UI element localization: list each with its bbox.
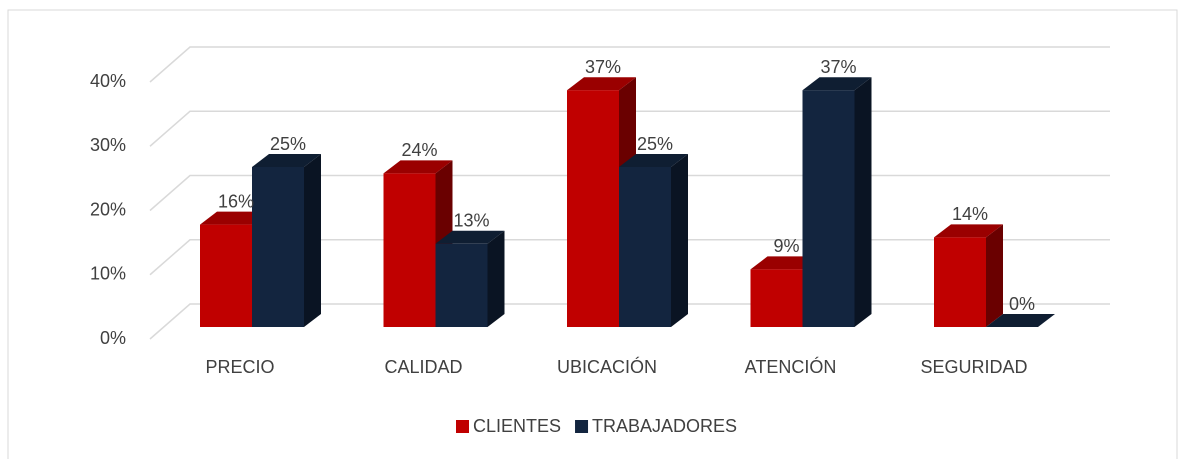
value-label: 0% xyxy=(1009,294,1035,314)
bar-top xyxy=(934,224,1003,238)
y-tick-label: 0% xyxy=(100,328,126,348)
x-tick-label: PRECIO xyxy=(205,357,274,377)
bar-top xyxy=(750,256,820,270)
bar xyxy=(383,173,436,327)
x-tick-label: SEGURIDAD xyxy=(920,357,1027,377)
legend-label: CLIENTES xyxy=(473,416,561,436)
y-tick-label: 20% xyxy=(90,199,126,219)
bar-top xyxy=(986,314,1055,327)
bar-top xyxy=(200,211,269,225)
bar xyxy=(750,269,803,327)
bar-side xyxy=(986,224,1003,327)
bar-top xyxy=(802,77,872,91)
bar-top xyxy=(567,77,636,91)
legend-swatch xyxy=(456,420,469,433)
bar-top xyxy=(435,230,505,244)
bar-side xyxy=(854,77,872,327)
legend-label: TRABAJADORES xyxy=(592,416,737,436)
y-tick-label: 30% xyxy=(90,135,126,155)
value-label: 25% xyxy=(637,134,673,154)
bar-side xyxy=(304,154,321,327)
bar-side xyxy=(671,154,688,327)
x-tick-label: ATENCIÓN xyxy=(745,356,837,377)
bar xyxy=(252,167,304,327)
value-label: 37% xyxy=(585,57,621,77)
bar-top xyxy=(619,154,688,167)
x-tick-label: UBICACIÓN xyxy=(557,356,657,377)
value-label: 9% xyxy=(773,236,799,256)
bar xyxy=(200,224,252,327)
y-tick-label: 40% xyxy=(90,71,126,91)
bar-top xyxy=(383,160,453,174)
value-label: 16% xyxy=(218,191,254,211)
bar xyxy=(934,237,986,327)
value-label: 24% xyxy=(401,140,437,160)
bar xyxy=(435,243,488,327)
value-label: 37% xyxy=(820,57,856,77)
x-tick-label: CALIDAD xyxy=(384,357,462,377)
value-label: 14% xyxy=(952,204,988,224)
chart-frame xyxy=(7,9,1178,459)
y-tick-label: 10% xyxy=(90,264,126,284)
bar xyxy=(619,167,671,327)
bar xyxy=(802,90,855,327)
grid-line xyxy=(149,46,1110,83)
value-label: 13% xyxy=(453,211,489,231)
legend-swatch xyxy=(575,420,589,433)
bar xyxy=(567,90,619,327)
value-label: 25% xyxy=(270,134,306,154)
bar-top xyxy=(252,154,321,167)
bar-side xyxy=(487,230,505,327)
